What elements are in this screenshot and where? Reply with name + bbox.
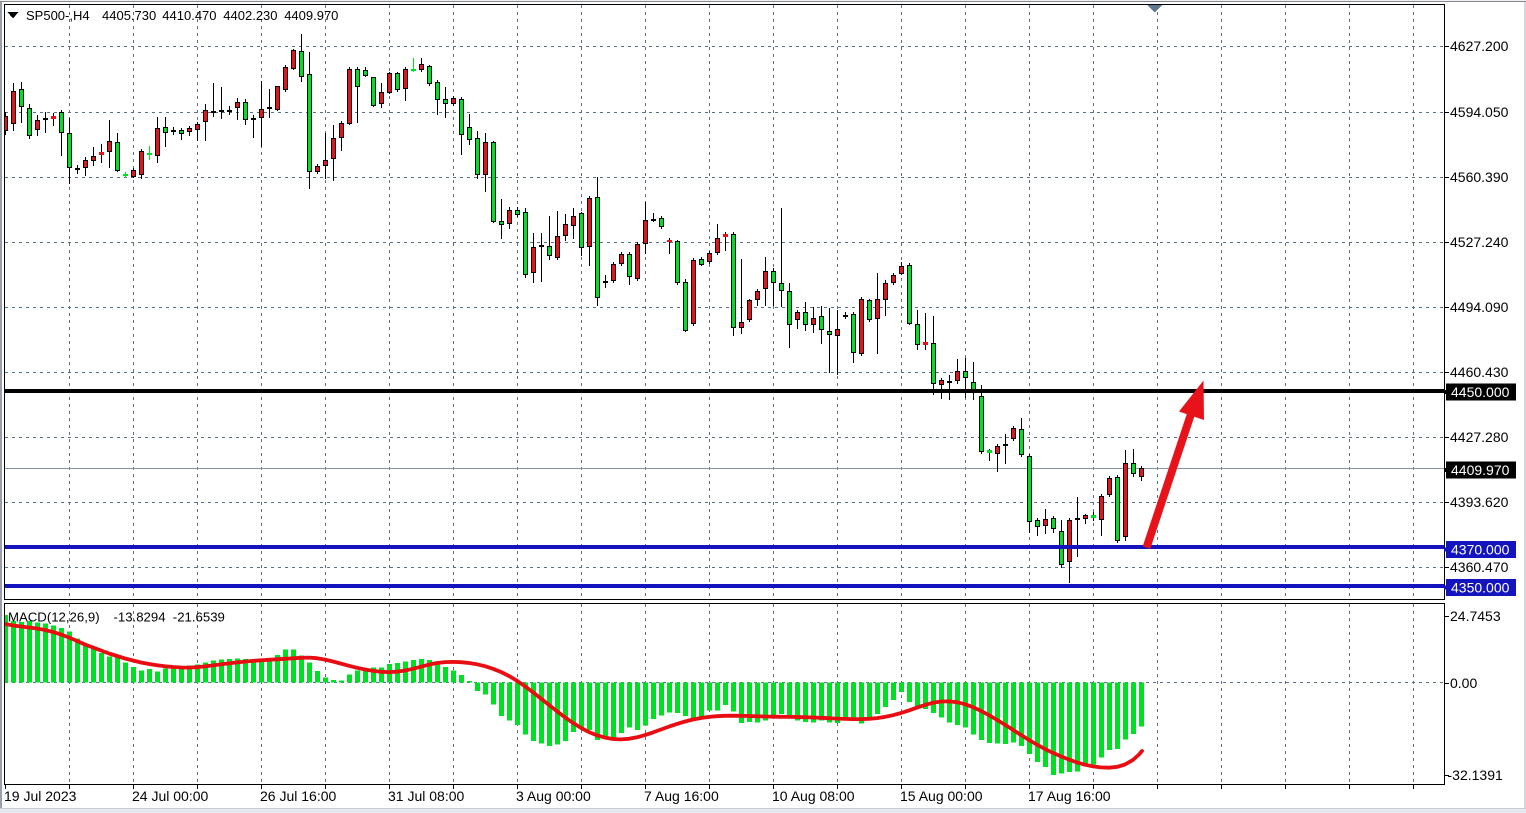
svg-text:4427.280: 4427.280	[1450, 429, 1509, 445]
svg-text:4393.620: 4393.620	[1450, 494, 1509, 510]
svg-text:4350.000: 4350.000	[1451, 580, 1510, 596]
svg-text:4370.000: 4370.000	[1451, 542, 1510, 558]
svg-text:4360.470: 4360.470	[1450, 559, 1509, 575]
svg-text:4409.970: 4409.970	[1451, 462, 1510, 478]
svg-text:MACD(12,26,9): MACD(12,26,9)	[8, 610, 100, 625]
svg-text:15 Aug 00:00: 15 Aug 00:00	[900, 788, 983, 804]
svg-text:-13.8294: -13.8294	[114, 610, 166, 625]
svg-text:31 Jul 08:00: 31 Jul 08:00	[388, 788, 464, 804]
svg-text:17 Aug 16:00: 17 Aug 16:00	[1028, 788, 1111, 804]
svg-text:4402.230: 4402.230	[223, 8, 277, 23]
svg-text:19 Jul 2023: 19 Jul 2023	[4, 788, 77, 804]
svg-text:0.00: 0.00	[1450, 675, 1477, 691]
svg-text:4594.050: 4594.050	[1450, 104, 1509, 120]
svg-text:4560.390: 4560.390	[1450, 169, 1509, 185]
svg-text:4627.200: 4627.200	[1450, 38, 1509, 54]
svg-text:26 Jul 16:00: 26 Jul 16:00	[260, 788, 336, 804]
svg-text:24 Jul 00:00: 24 Jul 00:00	[132, 788, 208, 804]
svg-text:-32.1391: -32.1391	[1448, 767, 1503, 783]
svg-text:4460.430: 4460.430	[1450, 364, 1509, 380]
svg-text:4405.730: 4405.730	[102, 8, 156, 23]
svg-text:4527.240: 4527.240	[1450, 234, 1509, 250]
svg-text:SP500-,H4: SP500-,H4	[26, 8, 90, 23]
svg-text:3 Aug 00:00: 3 Aug 00:00	[516, 788, 591, 804]
svg-text:-21.6539: -21.6539	[173, 610, 225, 625]
svg-text:10 Aug 08:00: 10 Aug 08:00	[772, 788, 855, 804]
svg-text:4450.000: 4450.000	[1451, 384, 1510, 400]
svg-text:4494.090: 4494.090	[1450, 299, 1509, 315]
svg-text:4409.970: 4409.970	[284, 8, 338, 23]
svg-text:7 Aug 16:00: 7 Aug 16:00	[644, 788, 719, 804]
svg-text:24.7453: 24.7453	[1450, 608, 1501, 624]
svg-text:4410.470: 4410.470	[162, 8, 216, 23]
